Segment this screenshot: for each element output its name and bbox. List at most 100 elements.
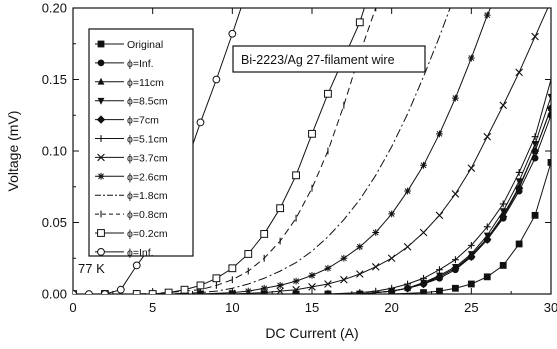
y-tick-label: 0.15 bbox=[42, 72, 67, 87]
data-point bbox=[116, 285, 125, 294]
legend-marker bbox=[96, 115, 106, 124]
series-line bbox=[73, 8, 451, 294]
data-point bbox=[451, 264, 460, 273]
series-8 bbox=[73, 8, 492, 294]
data-point bbox=[340, 254, 348, 262]
data-point bbox=[308, 272, 316, 279]
series-9 bbox=[73, 8, 451, 294]
series-layer bbox=[73, 8, 551, 294]
legend-marker bbox=[97, 40, 105, 48]
legend-item: ϕ=1.8cm bbox=[95, 190, 168, 202]
legend-marker bbox=[97, 229, 105, 237]
legend-marker bbox=[97, 248, 105, 256]
data-point bbox=[196, 281, 205, 290]
legend-item: ϕ=7cm bbox=[95, 115, 159, 127]
data-point bbox=[276, 204, 285, 213]
data-point bbox=[483, 223, 491, 231]
data-point bbox=[547, 76, 551, 83]
data-point bbox=[387, 254, 396, 263]
data-point bbox=[499, 212, 508, 221]
data-point bbox=[276, 282, 284, 289]
legend-frame bbox=[88, 28, 194, 257]
data-point bbox=[292, 277, 300, 285]
data-point bbox=[420, 289, 427, 294]
data-point bbox=[499, 262, 507, 269]
legend-marker bbox=[97, 135, 105, 142]
data-point bbox=[499, 101, 507, 110]
data-point bbox=[260, 230, 269, 238]
data-point bbox=[324, 89, 332, 98]
data-point bbox=[388, 284, 396, 292]
data-point bbox=[228, 264, 237, 273]
data-point bbox=[514, 183, 524, 193]
series-11 bbox=[73, 8, 365, 294]
data-point bbox=[404, 280, 411, 288]
data-point bbox=[452, 284, 459, 292]
y-axis-label: Voltage (mV) bbox=[5, 111, 21, 192]
legend-item: ϕ=5.1cm bbox=[95, 134, 168, 146]
data-point bbox=[292, 171, 300, 180]
y-tick-label: 0.10 bbox=[42, 144, 67, 159]
data-point bbox=[228, 290, 237, 294]
data-point bbox=[483, 273, 491, 281]
data-point bbox=[547, 93, 551, 101]
data-point bbox=[483, 11, 491, 19]
series-line bbox=[73, 79, 551, 294]
data-point bbox=[435, 272, 444, 282]
legend-marker bbox=[97, 97, 105, 105]
data-point bbox=[388, 210, 396, 218]
data-point bbox=[436, 287, 443, 294]
legend-item: ϕ=3.7cm bbox=[95, 152, 168, 164]
series-7 bbox=[73, 8, 549, 294]
legend-marker bbox=[97, 77, 105, 85]
data-point bbox=[499, 200, 507, 208]
legend-label: ϕ=8.5cm bbox=[127, 96, 168, 108]
legend-label: ϕ=Inf. bbox=[127, 58, 154, 70]
y-tick-label: 0.05 bbox=[42, 215, 67, 230]
data-point bbox=[180, 285, 189, 294]
temperature-label: 77 K bbox=[78, 261, 105, 276]
data-point bbox=[531, 154, 539, 162]
data-point bbox=[164, 288, 173, 294]
axis-ticks: 0 5 10 15 20 25 30 0.00 0.05 0.10 0.15 0.20 bbox=[42, 1, 557, 316]
data-point bbox=[244, 287, 252, 294]
x-tick-label: 30 bbox=[544, 300, 557, 315]
data-point bbox=[212, 274, 221, 283]
data-point bbox=[420, 161, 427, 169]
data-point bbox=[148, 290, 157, 294]
data-point bbox=[100, 290, 109, 294]
data-point bbox=[403, 243, 412, 251]
data-point bbox=[292, 290, 300, 294]
data-point bbox=[340, 275, 348, 284]
data-point bbox=[356, 243, 364, 251]
legend-label: ϕ=7cm bbox=[127, 115, 159, 127]
legend-marker bbox=[97, 153, 105, 162]
data-point bbox=[419, 228, 428, 237]
data-point bbox=[196, 118, 205, 127]
data-point bbox=[308, 129, 316, 138]
data-point bbox=[228, 29, 237, 38]
data-point bbox=[276, 287, 284, 294]
data-point bbox=[356, 289, 364, 294]
legend-label: ϕ=11cm bbox=[127, 77, 164, 89]
annotation-box: Bi-2223/Ag 27-filament wire bbox=[232, 45, 426, 73]
data-point bbox=[436, 130, 443, 138]
data-point bbox=[547, 159, 551, 166]
x-tick-label: 5 bbox=[149, 300, 156, 315]
data-point bbox=[324, 290, 332, 294]
data-point bbox=[436, 266, 443, 274]
data-point bbox=[531, 32, 539, 41]
data-point bbox=[483, 235, 492, 244]
legend-label: ϕ=2.6cm bbox=[127, 171, 168, 183]
data-point bbox=[244, 250, 253, 258]
legend-label: ϕ=3.7cm bbox=[127, 152, 168, 164]
data-point bbox=[356, 270, 364, 278]
data-point bbox=[420, 274, 427, 282]
x-tick-label: 10 bbox=[225, 300, 239, 315]
legend-item: ϕ=2.6cm bbox=[95, 171, 168, 183]
legend-item: ϕ=8.5cm bbox=[95, 96, 168, 108]
data-point bbox=[324, 264, 332, 272]
x-tick-label: 15 bbox=[305, 300, 319, 315]
legend-label: ϕ=0.8cm bbox=[127, 209, 168, 221]
